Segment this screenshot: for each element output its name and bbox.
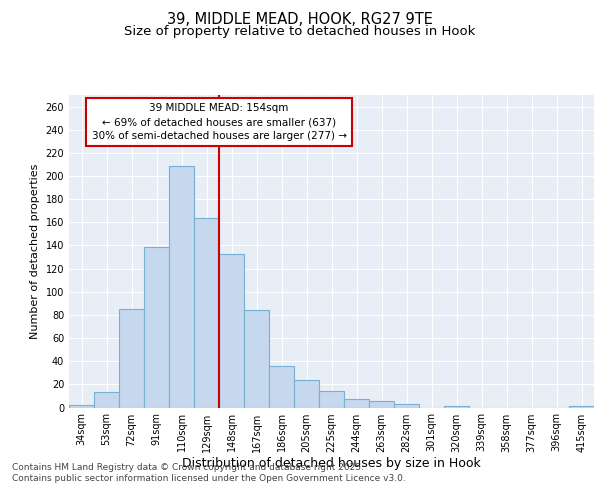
Bar <box>119 309 144 408</box>
Text: Contains public sector information licensed under the Open Government Licence v3: Contains public sector information licen… <box>12 474 406 483</box>
Bar <box>294 380 319 407</box>
Bar <box>69 405 94 407</box>
Text: 39 MIDDLE MEAD: 154sqm
← 69% of detached houses are smaller (637)
30% of semi-de: 39 MIDDLE MEAD: 154sqm ← 69% of detached… <box>91 103 347 141</box>
Bar <box>194 218 219 408</box>
Bar <box>219 254 244 408</box>
Bar <box>369 400 394 407</box>
Bar <box>444 406 469 408</box>
Bar <box>394 404 419 407</box>
Bar <box>344 400 369 407</box>
Bar <box>169 166 194 408</box>
Bar <box>144 246 169 408</box>
Text: 39, MIDDLE MEAD, HOOK, RG27 9TE: 39, MIDDLE MEAD, HOOK, RG27 9TE <box>167 12 433 28</box>
Text: Contains HM Land Registry data © Crown copyright and database right 2025.: Contains HM Land Registry data © Crown c… <box>12 462 364 471</box>
Text: Size of property relative to detached houses in Hook: Size of property relative to detached ho… <box>124 25 476 38</box>
Bar <box>94 392 119 407</box>
Bar <box>244 310 269 408</box>
Bar <box>269 366 294 408</box>
Bar <box>319 392 344 407</box>
X-axis label: Distribution of detached houses by size in Hook: Distribution of detached houses by size … <box>182 458 481 470</box>
Bar <box>569 406 594 408</box>
Y-axis label: Number of detached properties: Number of detached properties <box>30 164 40 339</box>
